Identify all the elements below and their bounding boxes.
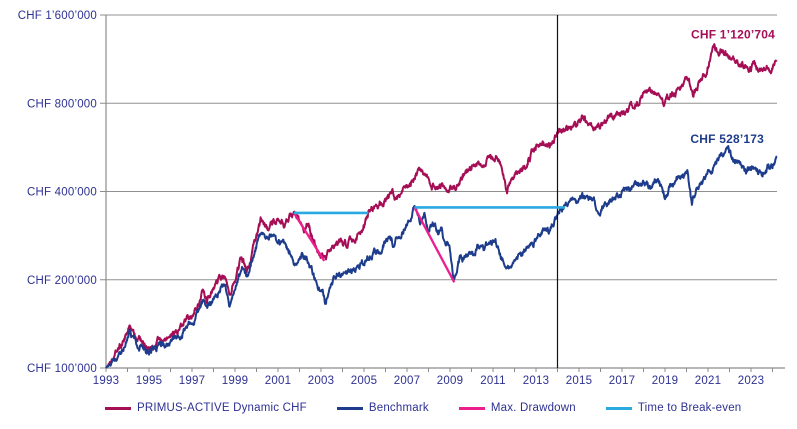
- x-axis-label: 2021: [695, 375, 721, 387]
- max-drawdown-line: [413, 206, 456, 283]
- legend-item-max-drawdown: Max. Drawdown: [458, 402, 576, 414]
- y-axis-label: CHF 200’000: [27, 275, 97, 287]
- series-benchmark-line: [105, 145, 778, 369]
- legend-item-max-drawdown-swatch: [458, 406, 485, 410]
- y-axis-label: CHF 400’000: [27, 187, 97, 199]
- legend-item-primus-swatch: [105, 406, 131, 410]
- x-axis-label: 1999: [222, 375, 248, 387]
- legend-item-primus-label: PRIMUS-ACTIVE Dynamic CHF: [137, 402, 307, 414]
- y-axis-label: CHF 100’000: [27, 363, 97, 375]
- x-axis-label: 2003: [308, 375, 334, 387]
- legend-item-break-even-swatch: [605, 406, 632, 410]
- x-axis-label: 2013: [523, 375, 549, 387]
- primus-end-value-label: CHF 1’120’704: [691, 27, 775, 41]
- x-axis-label: 2007: [394, 375, 420, 387]
- x-axis-label: 2015: [566, 375, 592, 387]
- benchmark-end-value-label: CHF 528’173: [690, 132, 764, 146]
- legend-item-primus: PRIMUS-ACTIVE Dynamic CHF: [105, 402, 307, 414]
- legend-item-benchmark-label: Benchmark: [368, 402, 429, 414]
- x-axis-label: 1995: [136, 375, 162, 387]
- x-axis-label: 2019: [652, 375, 678, 387]
- x-axis-label: 2009: [437, 375, 463, 387]
- x-axis-label: 2011: [480, 375, 506, 387]
- legend-item-benchmark-swatch: [336, 406, 363, 410]
- x-axis-label: 2017: [609, 375, 635, 387]
- x-axis-label: 2023: [738, 375, 764, 387]
- x-axis-label: 2001: [265, 375, 291, 387]
- x-axis-label: 2005: [351, 375, 377, 387]
- series-primus-line: [105, 43, 778, 369]
- legend-item-benchmark: Benchmark: [336, 402, 429, 414]
- legend-item-break-even-label: Time to Break-even: [637, 402, 742, 414]
- legend-item-break-even: Time to Break-even: [605, 402, 742, 414]
- max-drawdown-line: [292, 212, 326, 262]
- y-axis-label: CHF 800’000: [27, 98, 97, 110]
- x-axis-label: 1997: [179, 375, 205, 387]
- x-axis-label: 1993: [93, 375, 119, 387]
- chart-legend: PRIMUS-ACTIVE Dynamic CHF Benchmark Max. D…: [105, 402, 741, 414]
- legend-item-max-drawdown-label: Max. Drawdown: [490, 402, 576, 414]
- y-axis-label: CHF 1’600’000: [18, 10, 97, 22]
